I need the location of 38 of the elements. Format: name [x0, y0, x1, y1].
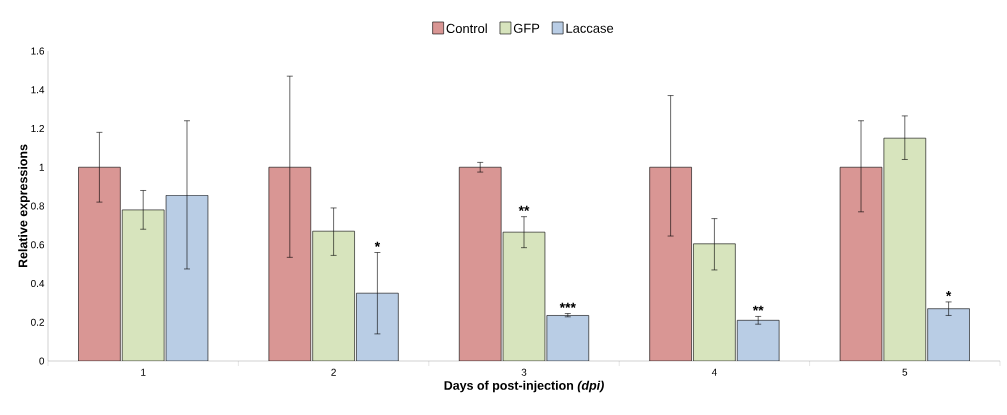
bar — [268, 166, 312, 361]
bar — [883, 137, 927, 361]
x-tick-label: 2 — [331, 368, 336, 376]
x-tick-label: 4 — [711, 368, 717, 376]
annotation: * — [945, 291, 952, 297]
y-tick-label: 0 — [39, 357, 45, 365]
y-tick-label: 0.4 — [31, 279, 45, 288]
annotation: ** — [752, 305, 764, 311]
x-tick-label: 5 — [902, 368, 908, 376]
bar — [736, 320, 780, 361]
y-tick-label: 0.8 — [31, 202, 45, 210]
bar — [546, 315, 590, 361]
y-tick-label: 1.4 — [31, 86, 45, 94]
bar — [839, 166, 883, 361]
y-tick-label: 1 — [39, 163, 44, 171]
y-tick-label: 1.2 — [31, 125, 44, 132]
x-axis-title: Days of post-injection (dpi) — [444, 380, 604, 393]
bar — [649, 166, 692, 361]
bar — [78, 166, 121, 361]
legend-label: Laccase — [566, 23, 614, 33]
y-axis-title: Relative expressions — [18, 144, 30, 268]
annotation: *** — [559, 302, 576, 308]
bar — [121, 209, 165, 361]
bar — [165, 195, 209, 361]
legend-label: Control — [446, 23, 487, 34]
bar — [312, 230, 355, 361]
legend-label: GFP — [513, 23, 540, 33]
annotation: ** — [518, 205, 530, 212]
x-tick-label: 1 — [141, 368, 146, 376]
bar — [458, 166, 502, 361]
bar — [502, 231, 546, 361]
bar — [927, 308, 970, 361]
x-tick-label: 3 — [521, 368, 527, 376]
y-tick-label: 0.2 — [31, 318, 44, 326]
y-tick-label: 0.6 — [31, 241, 45, 249]
bar — [693, 243, 736, 361]
y-tick-label: 1.6 — [31, 47, 45, 55]
annotation: * — [374, 241, 381, 247]
